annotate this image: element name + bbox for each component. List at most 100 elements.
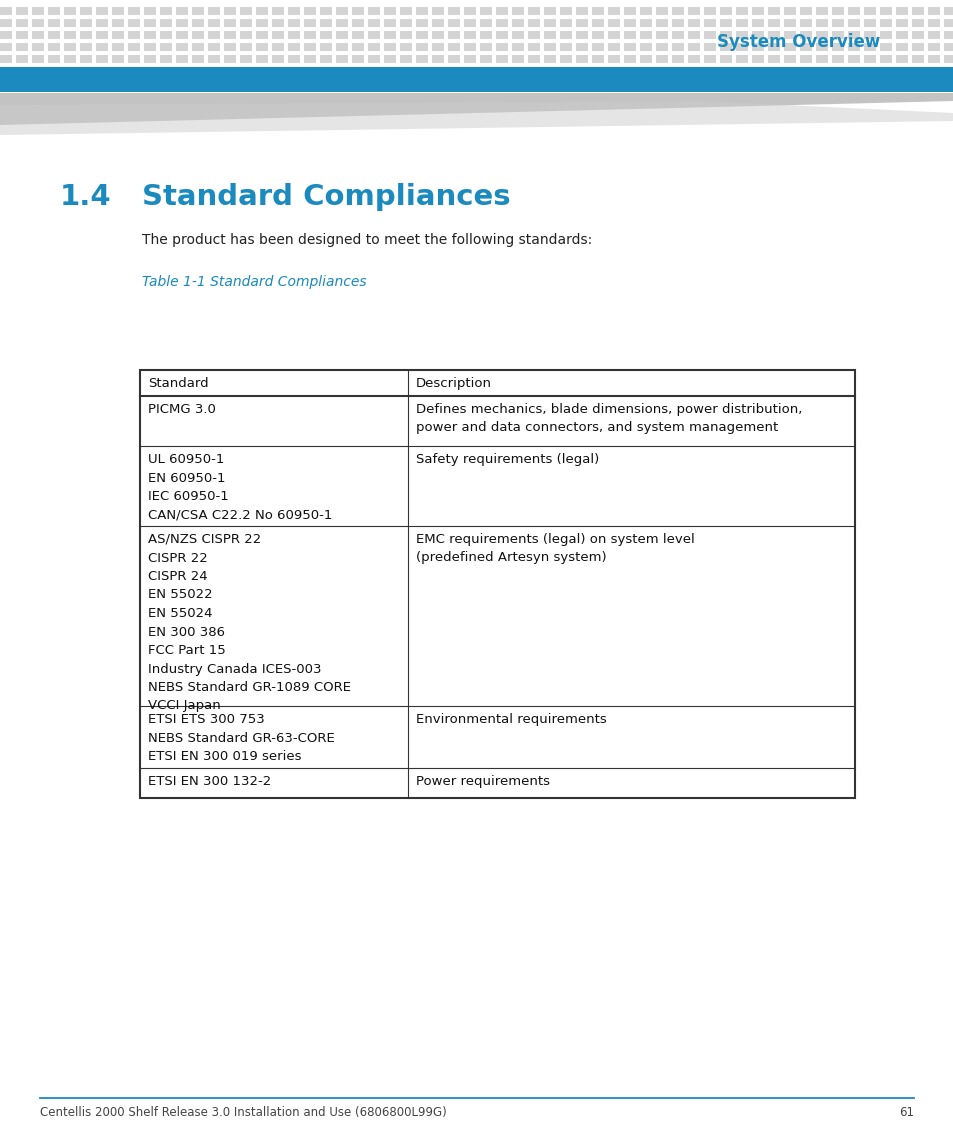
Bar (592, 31, 603, 39)
Bar (847, 19, 859, 27)
Bar (208, 31, 220, 39)
Bar (783, 7, 795, 15)
Bar (559, 7, 572, 15)
Bar (671, 7, 683, 15)
Bar (576, 31, 587, 39)
Bar (368, 31, 379, 39)
Bar (144, 55, 156, 63)
Bar (368, 55, 379, 63)
Bar (288, 19, 299, 27)
Bar (863, 19, 875, 27)
Bar (128, 55, 140, 63)
Bar (592, 55, 603, 63)
Bar (319, 7, 332, 15)
Bar (80, 55, 91, 63)
Bar (192, 55, 204, 63)
Text: Table 1-1 Standard Compliances: Table 1-1 Standard Compliances (142, 275, 366, 289)
Bar (783, 55, 795, 63)
Bar (96, 7, 108, 15)
Bar (448, 7, 459, 15)
Bar (800, 44, 811, 52)
Bar (64, 55, 76, 63)
Bar (879, 44, 891, 52)
Bar (144, 31, 156, 39)
Bar (496, 7, 507, 15)
Bar (32, 19, 44, 27)
Bar (767, 31, 780, 39)
Bar (160, 19, 172, 27)
Bar (64, 44, 76, 52)
Bar (368, 7, 379, 15)
Bar (496, 44, 507, 52)
Bar (815, 19, 827, 27)
Bar (543, 19, 556, 27)
Bar (815, 31, 827, 39)
Bar (448, 19, 459, 27)
Bar (927, 44, 939, 52)
Bar (304, 55, 315, 63)
Bar (432, 31, 443, 39)
Bar (543, 44, 556, 52)
Bar (656, 31, 667, 39)
Bar (831, 55, 843, 63)
Text: Centellis 2000 Shelf Release 3.0 Installation and Use (6806800L99G): Centellis 2000 Shelf Release 3.0 Install… (40, 1106, 446, 1119)
Bar (512, 19, 523, 27)
Bar (576, 7, 587, 15)
Bar (128, 7, 140, 15)
Bar (879, 55, 891, 63)
Bar (0, 7, 12, 15)
Bar (607, 44, 619, 52)
Bar (175, 7, 188, 15)
Bar (656, 7, 667, 15)
Bar (208, 44, 220, 52)
Bar (96, 31, 108, 39)
Bar (496, 19, 507, 27)
Bar (623, 55, 636, 63)
Bar (527, 7, 539, 15)
Bar (943, 44, 953, 52)
Bar (751, 7, 763, 15)
Bar (847, 7, 859, 15)
Bar (735, 19, 747, 27)
Bar (463, 19, 476, 27)
Bar (623, 44, 636, 52)
Bar (895, 44, 907, 52)
Bar (911, 55, 923, 63)
Bar (847, 31, 859, 39)
Bar (559, 19, 572, 27)
Bar (927, 31, 939, 39)
Bar (687, 19, 700, 27)
Bar (943, 19, 953, 27)
Bar (288, 7, 299, 15)
Bar (140, 370, 854, 798)
Bar (639, 55, 651, 63)
Bar (847, 44, 859, 52)
Bar (399, 7, 412, 15)
Bar (192, 7, 204, 15)
Text: EMC requirements (legal) on system level
(predefined Artesyn system): EMC requirements (legal) on system level… (416, 534, 694, 564)
Bar (767, 19, 780, 27)
Bar (735, 7, 747, 15)
Bar (671, 19, 683, 27)
Bar (48, 7, 60, 15)
Bar (0, 19, 12, 27)
Text: Standard Compliances: Standard Compliances (142, 183, 510, 211)
Bar (112, 19, 124, 27)
Bar (831, 7, 843, 15)
Bar (16, 31, 28, 39)
Bar (335, 19, 348, 27)
Bar (863, 31, 875, 39)
Bar (319, 44, 332, 52)
Bar (416, 55, 428, 63)
Bar (463, 55, 476, 63)
Bar (496, 31, 507, 39)
Bar (16, 55, 28, 63)
Text: Defines mechanics, blade dimensions, power distribution,
power and data connecto: Defines mechanics, blade dimensions, pow… (416, 403, 801, 434)
Bar (463, 44, 476, 52)
Bar (735, 55, 747, 63)
Bar (432, 55, 443, 63)
Bar (16, 19, 28, 27)
Bar (255, 7, 268, 15)
Bar (815, 44, 827, 52)
Bar (687, 55, 700, 63)
